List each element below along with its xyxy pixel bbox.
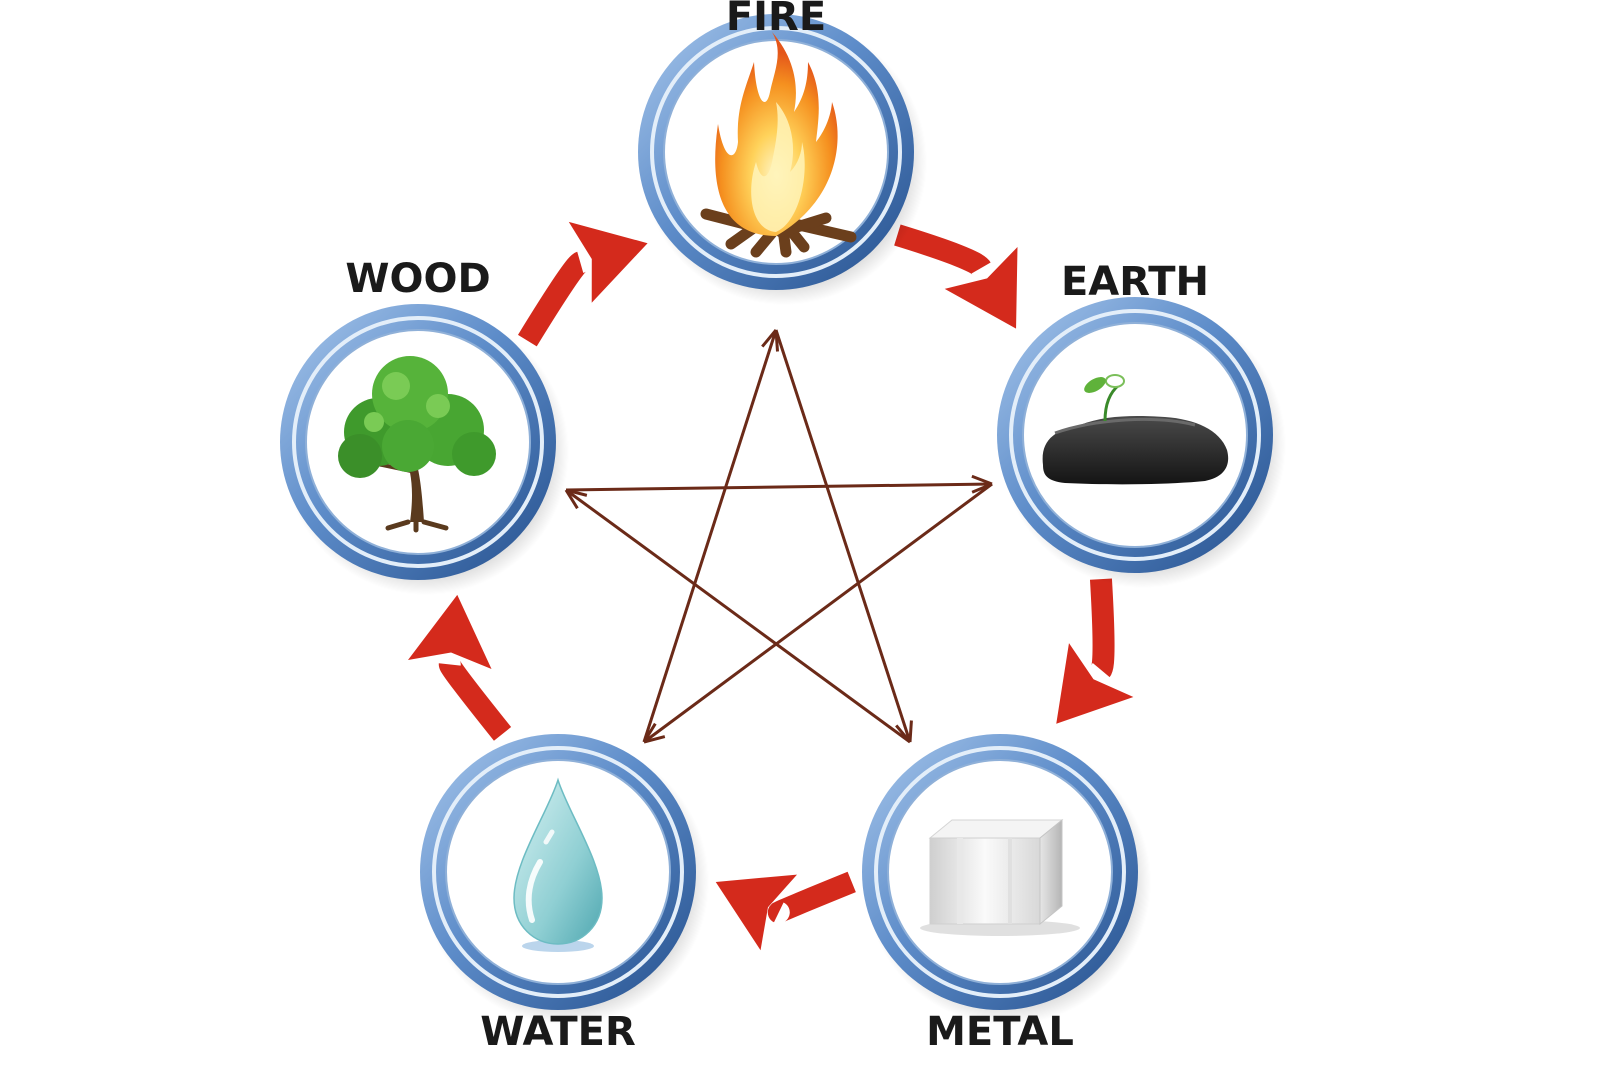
metal-node [862,734,1151,1025]
generating-arrow-metal-water [715,871,856,951]
label-wood: WOOD [345,256,490,302]
generating-arrow-wood-fire [517,221,648,347]
generating-arrow-water-wood [408,594,512,741]
wood-node [280,304,569,595]
metal-cube-icon [920,818,1080,936]
controlling-cycle [564,329,993,744]
label-metal: METAL [926,1009,1074,1055]
label-fire: FIRE [726,0,826,40]
rock-icon [1042,374,1229,485]
controlling-arrow-metal-wood [564,488,911,744]
generating-arrow-earth-metal [1056,578,1134,724]
generating-arrow-fire-earth [894,224,1018,329]
earth-node [997,297,1286,588]
fire-node [638,14,927,305]
tree-icon [338,356,496,533]
controlling-arrow-fire-metal [774,329,913,743]
label-water: WATER [480,1009,636,1055]
campfire-icon [700,32,857,258]
water-drop-icon [513,777,603,952]
sprout-icon [1084,374,1125,422]
water-node [420,734,709,1025]
label-earth: EARTH [1061,259,1209,305]
controlling-arrow-wood-earth [565,474,993,494]
controlling-arrow-water-fire [642,329,780,743]
controlling-arrow-earth-water [642,482,993,744]
